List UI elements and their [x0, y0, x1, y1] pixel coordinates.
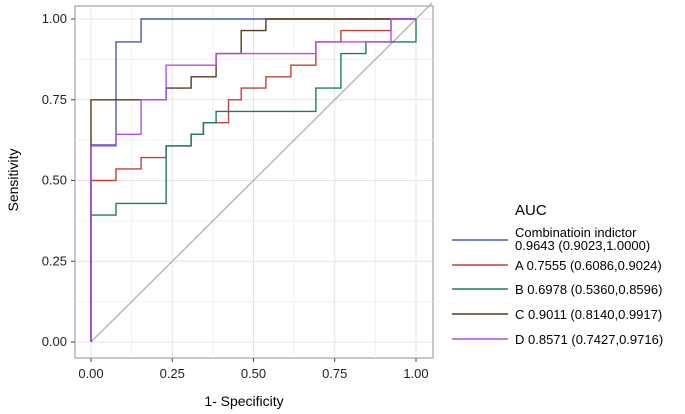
roc-series-3 [90, 18, 416, 342]
legend-label-3: C 0.9011 (0.8140,0.9917) [515, 307, 662, 322]
y-tick-label: 0.25 [42, 253, 67, 268]
y-tick-label: 0.75 [42, 92, 67, 107]
x-tick-label: 0.50 [241, 366, 266, 381]
y-tick-label: 0.50 [42, 173, 67, 188]
x-tick-label: 0.00 [78, 366, 103, 381]
axis-ticks: 0.00 0.00 0.25 0.25 0.50 0.50 0.75 0.75 1.00 1.00 [42, 11, 429, 381]
roc-series-2 [90, 19, 417, 342]
legend-label-4: D 0.8571 (0.7427,0.9716) [515, 332, 663, 347]
series-layer [90, 18, 417, 342]
y-axis-title: Sensitivity [5, 148, 21, 211]
reference-diagonal [90, 2, 433, 343]
x-tick-label: 0.25 [160, 366, 185, 381]
y-tick-label: 0.00 [42, 334, 67, 349]
roc-series-4 [90, 18, 416, 342]
legend-label-1: A 0.7555 (0.6086,0.9024) [515, 258, 662, 273]
legend-title: AUC [515, 202, 547, 219]
y-tick-label: 1.00 [42, 11, 67, 26]
legend-label-0: 0.9643 (0.9023,1.0000) [515, 238, 650, 253]
reference-line [90, 2, 433, 343]
x-tick-label: 0.75 [322, 366, 347, 381]
x-axis-title: 1- Specificity [204, 393, 283, 409]
x-tick-label: 1.00 [403, 366, 428, 381]
legend-label-0: Combinatioin indictor [515, 225, 637, 240]
legend-label-2: B 0.6978 (0.5360,0.8596) [515, 282, 662, 297]
